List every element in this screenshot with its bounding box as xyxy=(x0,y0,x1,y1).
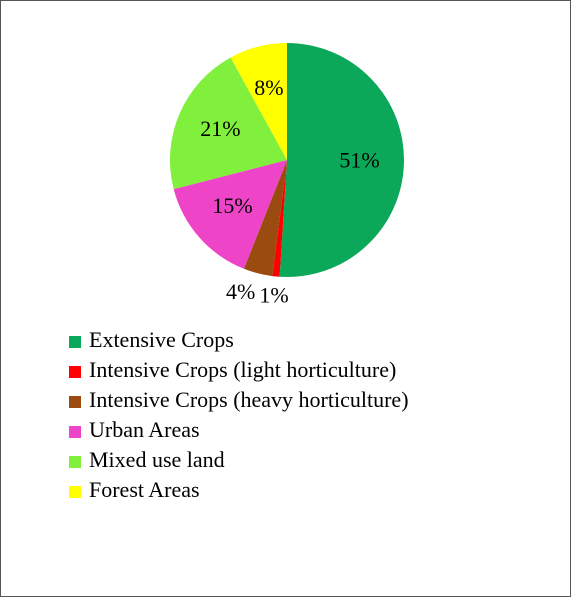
data-label: 51% xyxy=(339,147,379,172)
data-label: 4% xyxy=(226,279,255,304)
legend-label: Extensive Crops xyxy=(89,327,234,352)
legend-label: Urban Areas xyxy=(89,417,200,442)
legend-label: Intensive Crops (heavy horticulture) xyxy=(89,387,409,412)
pie-slice xyxy=(173,160,287,269)
legend-swatch xyxy=(69,426,81,438)
pie-slice xyxy=(243,160,287,277)
legend-swatch xyxy=(69,396,81,408)
pie-slice xyxy=(272,160,287,277)
legend-label: Mixed use land xyxy=(89,447,225,472)
pie-slice xyxy=(279,43,404,277)
legend-swatch xyxy=(69,366,81,378)
legend-swatch xyxy=(69,486,81,498)
legend-label: Intensive Crops (light horticulture) xyxy=(89,357,396,382)
data-label: 1% xyxy=(259,282,288,307)
data-label: 15% xyxy=(212,193,252,218)
data-label: 21% xyxy=(200,116,240,141)
legend-label: Forest Areas xyxy=(89,477,200,502)
pie-slice xyxy=(230,43,287,160)
data-label: 8% xyxy=(254,75,283,100)
legend-swatch xyxy=(69,336,81,348)
legend-swatch xyxy=(69,456,81,468)
pie-slice xyxy=(170,57,287,190)
